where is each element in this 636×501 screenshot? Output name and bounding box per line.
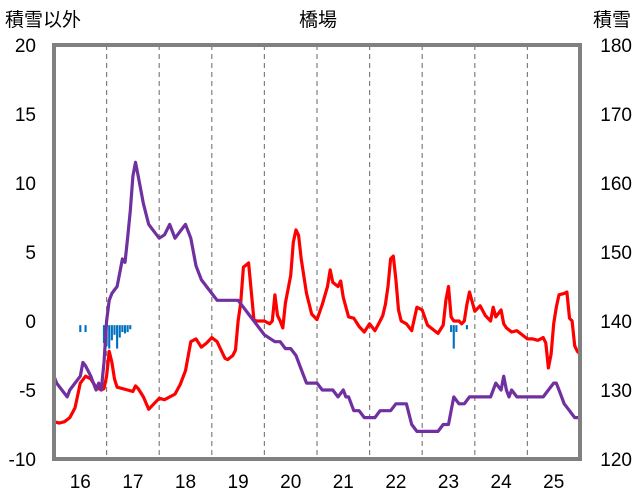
y-left-tick-label: 10: [15, 174, 36, 195]
precipitation-bar: [79, 325, 82, 333]
x-tick-label: 19: [228, 472, 249, 493]
y-right-tick-label: 140: [600, 312, 632, 333]
x-tick-label: 23: [438, 472, 459, 493]
precipitation-bar: [126, 325, 129, 333]
series-lines: [52, 160, 582, 433]
y-left-tick-label: 15: [15, 105, 36, 126]
y-left-tick-label: 0: [25, 312, 36, 333]
x-tick-label: 17: [122, 472, 143, 493]
precipitation-bar: [108, 325, 111, 349]
x-tick-label: 22: [385, 472, 406, 493]
x-tick-label: 24: [491, 472, 513, 493]
y-left-label: 積雪以外: [5, 9, 81, 31]
precipitation-bar: [110, 325, 113, 341]
y-right-label: 積雪: [593, 9, 631, 31]
x-tick-label: 25: [543, 472, 564, 493]
x-ticks: 16 17 18 19 20 21 22 23 24 25: [70, 472, 565, 493]
precipitation-bar: [450, 325, 453, 333]
plot-frame: [52, 43, 582, 461]
x-tick-label: 18: [175, 472, 196, 493]
grid: [53, 45, 529, 459]
precipitation-bar: [118, 325, 121, 338]
precipitation-bar: [102, 325, 106, 344]
precipitation-bar: [84, 325, 87, 333]
precipitation-bar: [452, 325, 455, 349]
y-left-tick-label: 5: [25, 243, 36, 264]
y-left-tick-label: 20: [15, 36, 36, 57]
y-left-tick-label: -5: [19, 381, 36, 402]
x-tick-label: 21: [333, 472, 354, 493]
precipitation-bar: [116, 325, 119, 349]
y-left-tick-label: -10: [9, 450, 36, 471]
precipitation-bar: [123, 325, 127, 334]
x-tick-label: 16: [70, 472, 91, 493]
precipitation-bar: [465, 325, 468, 330]
chart-title: 橋場: [299, 9, 337, 31]
y-right-tick-label: 150: [600, 243, 632, 264]
y-right-ticks: 120 130 140 150 160 170 180: [600, 36, 632, 471]
y-right-tick-label: 130: [600, 381, 632, 402]
x-tick-label: 20: [280, 472, 301, 493]
y-right-tick-label: 160: [600, 174, 632, 195]
temperature-line: [52, 228, 582, 425]
precipitation-bar: [129, 325, 132, 330]
precipitation-bar: [455, 325, 458, 333]
snow-depth-line: [52, 160, 582, 433]
precipitation-bar: [121, 325, 124, 333]
y-left-ticks: -10 -5 0 5 10 15 20: [9, 36, 36, 471]
y-right-tick-label: 170: [600, 105, 632, 126]
y-right-tick-label: 180: [600, 36, 632, 57]
y-right-tick-label: 120: [600, 450, 632, 471]
precipitation-bar: [113, 325, 116, 335]
